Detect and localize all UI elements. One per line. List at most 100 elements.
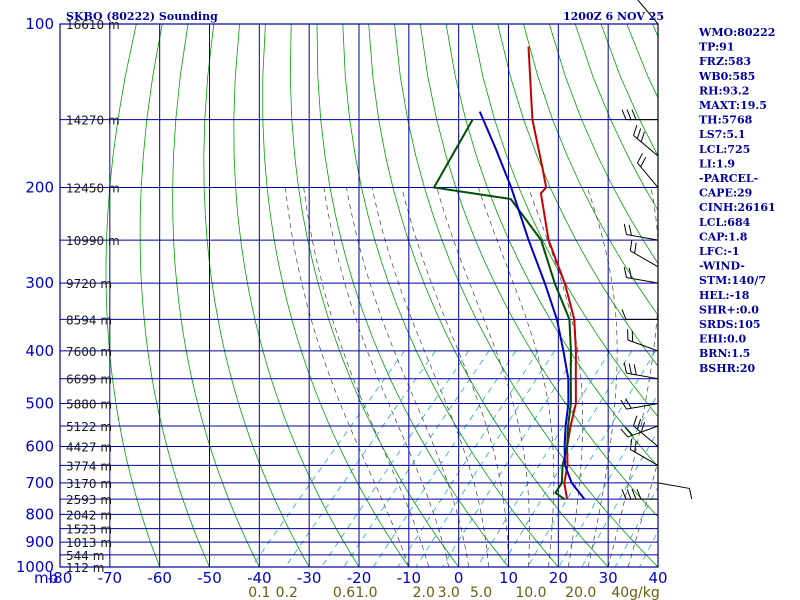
wind-barb-staff xyxy=(626,234,659,241)
wind-barb-feather xyxy=(634,242,637,254)
index-value: -PARCEL- xyxy=(699,172,758,185)
wind-barb xyxy=(627,329,659,352)
wind-barb-feather xyxy=(640,157,647,168)
mixing-ratio-line xyxy=(373,350,517,567)
wind-barb-feather xyxy=(633,415,638,427)
mixing-ratio-label: 40g/kg xyxy=(611,585,659,600)
mixing-ratio-label: 0.1 xyxy=(248,585,270,600)
moist-adiabat-line xyxy=(285,187,410,567)
height-label: 1013 m xyxy=(66,536,112,550)
height-label: 2042 m xyxy=(66,508,112,522)
pressure-tick-label: 1000 xyxy=(16,558,54,576)
wind-barb xyxy=(621,109,658,121)
wind-barb-staff xyxy=(633,425,659,447)
temperature-tick-label: -80 xyxy=(48,569,73,587)
dry-adiabat-line xyxy=(262,24,410,567)
wind-barb-feather xyxy=(633,125,638,136)
pressure-tick-label: 300 xyxy=(25,274,54,292)
wind-barb-feather xyxy=(626,488,632,500)
index-value: LCL:725 xyxy=(699,143,750,156)
wind-barb-feather xyxy=(636,418,642,430)
wind-barb-staff xyxy=(637,162,659,188)
moist-adiabat-line xyxy=(586,187,618,567)
mixing-ratio-line xyxy=(558,393,658,567)
mixing-ratio-line xyxy=(285,350,436,567)
height-label: 10990 m xyxy=(66,234,120,248)
wind-barb xyxy=(623,362,659,380)
temperature-tick-label: 30 xyxy=(599,569,618,587)
wind-barb-feather xyxy=(629,438,633,450)
index-value: STM:140/7 xyxy=(699,274,766,287)
parcel-profile xyxy=(478,111,586,500)
temperature-tick-label: -30 xyxy=(297,569,322,587)
height-label: 9720 m xyxy=(66,277,112,291)
wind-barb-feather xyxy=(633,364,637,375)
mixing-ratio-label: 3.0 xyxy=(438,585,460,600)
mixing-ratio-label: 0.2 xyxy=(276,585,298,600)
index-value: BSHR:20 xyxy=(699,362,755,375)
mixing-ratio-line xyxy=(397,350,539,567)
index-value: WMO:80222 xyxy=(698,26,775,39)
moist-adiabat-line xyxy=(528,187,583,567)
temperature-tick-label: 20 xyxy=(549,569,568,587)
pressure-tick-label: 900 xyxy=(25,533,54,551)
index-value: CAP:1.8 xyxy=(699,230,748,243)
mixing-ratio-line xyxy=(614,486,658,567)
wind-barb xyxy=(637,0,659,25)
wind-barb xyxy=(623,266,659,284)
temperature-tick-label: -70 xyxy=(98,569,123,587)
wind-barb-staff xyxy=(626,403,659,410)
wind-barb-feather xyxy=(623,223,627,235)
wind-barb xyxy=(657,482,693,500)
mixing-ratio-line xyxy=(415,350,555,567)
height-label: 1523 m xyxy=(66,523,112,537)
height-label: 2593 m xyxy=(66,493,112,507)
height-label: 6699 m xyxy=(66,373,112,387)
mixing-ratio-label: 0.6 xyxy=(333,585,355,600)
moist-adiabat-line xyxy=(436,187,530,567)
dry-adiabat-line xyxy=(203,24,310,567)
wind-barb-staff xyxy=(630,448,659,466)
wind-barb-feather xyxy=(620,399,627,410)
wind-barb-feather xyxy=(621,109,627,120)
wind-barbs xyxy=(620,0,693,500)
wind-barb-feather xyxy=(621,488,627,500)
dry-adiabat-line xyxy=(139,24,210,567)
wind-barb-staff xyxy=(626,372,659,380)
height-label: 14270 m xyxy=(66,114,120,128)
height-label: 7600 m xyxy=(66,345,112,359)
height-label: 16610 m xyxy=(66,18,120,32)
index-value: SRDS:105 xyxy=(699,318,761,331)
wind-barb-feather xyxy=(621,309,627,320)
moist-adiabat-line xyxy=(371,187,489,567)
pressure-tick-label: 500 xyxy=(25,395,54,413)
temperature-profile xyxy=(527,46,577,500)
wind-barb-feather xyxy=(631,488,637,500)
wind-barb-feather xyxy=(629,240,633,251)
grid-lines xyxy=(59,23,659,568)
wind-barb-feather xyxy=(636,128,642,139)
x-axis-unit-label: mb xyxy=(34,569,58,587)
index-value: RH:93.2 xyxy=(699,84,749,97)
index-value: HEL:-18 xyxy=(699,289,750,302)
wind-barb-feather xyxy=(623,362,627,374)
height-labels: 16610 m 14270 m 12450 m 10990 m 9720 m 8594 m… xyxy=(66,18,120,575)
height-label: 4427 m xyxy=(66,441,112,455)
wind-barb xyxy=(620,398,659,410)
index-value: LCL:684 xyxy=(699,216,751,229)
wind-barb xyxy=(620,425,659,438)
height-label: 5122 m xyxy=(66,420,112,434)
temperature-axis-labels: -80 -70 -60 -50 -40 -30 -20 -10 0 10 20 30 40 xyxy=(48,569,668,587)
dry-adiabat-line xyxy=(782,24,800,567)
wind-barb-staff xyxy=(637,0,659,25)
wind-barb-feather xyxy=(620,428,629,438)
wind-barb-feather xyxy=(625,398,632,409)
wind-barb-staff xyxy=(627,425,659,438)
wind-barb-feather xyxy=(625,426,634,436)
dewpoint-profile xyxy=(432,119,572,501)
temperature-tick-label: -10 xyxy=(397,569,422,587)
height-label: 544 m xyxy=(66,549,104,563)
wind-barb-feather xyxy=(628,363,632,375)
